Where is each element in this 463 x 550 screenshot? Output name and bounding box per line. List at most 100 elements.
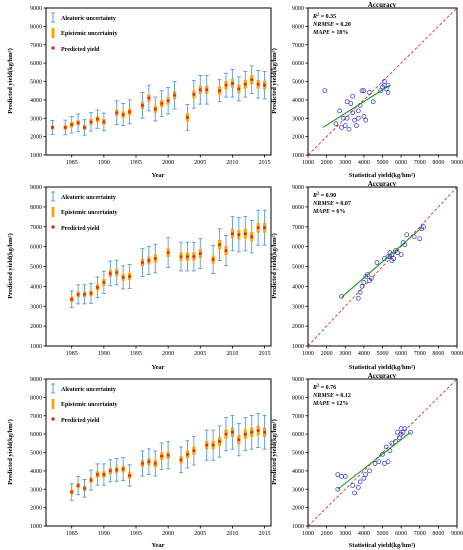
predicted-yield-point	[192, 255, 196, 259]
scatter-point	[367, 90, 372, 95]
x-axis: 1985 1990 1995 2000 2005 2010 2015	[66, 526, 271, 537]
x-tick-label: 2005	[194, 531, 206, 537]
predicted-yield-point	[70, 123, 74, 127]
data-marks	[307, 186, 458, 347]
metric-nrmse: NRMSE = 0.12	[312, 393, 351, 399]
predicted-yield-point	[256, 226, 260, 230]
scatter-point	[348, 101, 354, 106]
y-axis-label: Predicted yield(kg/hm²)	[7, 48, 14, 114]
legend-predicted-label: Predicted yield	[61, 47, 100, 53]
scatter-point	[337, 108, 343, 114]
y-tick-label: 2000	[292, 324, 304, 330]
x-tick-label: 9000	[451, 160, 463, 166]
x-tick-label: 4000	[358, 160, 370, 166]
scatter-point	[404, 232, 410, 238]
predicted-yield-point	[102, 120, 106, 124]
scatter-point	[380, 451, 385, 457]
metric-r2: R2 = 0.35	[312, 12, 336, 21]
x-tick-label: 5000	[377, 160, 389, 166]
metric-r2: R2 = 0.90	[312, 191, 336, 200]
y-tick-label: 6000	[292, 245, 304, 251]
scatter-point	[359, 284, 365, 289]
predicted-yield-point	[76, 292, 80, 296]
x-tick-label: 1990	[98, 351, 110, 357]
legend: Aleatoric uncertainty Epistemic uncertai…	[51, 383, 118, 424]
legend-aleatoric: Aleatoric uncertainty	[51, 191, 116, 202]
legend-predicted: Predicted yield	[51, 417, 100, 424]
data-marks	[307, 7, 458, 156]
y-tick-label: 4000	[30, 469, 42, 475]
scatter-point	[344, 99, 350, 105]
y-tick-label: 9000	[292, 6, 304, 12]
x-tick-label: 3000	[339, 351, 351, 357]
predicted-yield-point	[63, 125, 67, 129]
x-tick-label: 2010	[226, 351, 238, 357]
x-tick-label: 7000	[414, 531, 426, 537]
scatter-point	[372, 461, 378, 466]
y-tick-label: 3000	[30, 304, 42, 310]
legend-epistemic: Epistemic uncertainty	[51, 207, 118, 217]
predicted-yield-point	[243, 232, 247, 236]
predicted-yield-point	[160, 454, 164, 458]
legend-epistemic-marker	[51, 207, 55, 217]
time-series-chart-2: 1000 2000 3000 4000 5000 6000 7000 8000 9000 198…	[7, 185, 272, 371]
x-tick-label: 1990	[98, 531, 110, 537]
y-tick-label: 3000	[30, 487, 42, 493]
predicted-yield-point	[263, 83, 267, 87]
scatter-point	[363, 472, 369, 477]
x-tick-label: 1000	[302, 531, 314, 537]
metric-nrmse: NRMSE = 0.20	[312, 22, 351, 28]
x-tick-label: 2010	[226, 160, 238, 166]
predicted-yield-point	[108, 271, 112, 275]
y-axis: 1000 2000 3000 4000 5000 6000 7000 8000 9000	[30, 377, 46, 530]
scatter-point	[417, 236, 423, 242]
predicted-yield-point	[185, 452, 189, 456]
scatter-point	[322, 88, 328, 94]
y-tick-label: 7000	[292, 43, 304, 49]
legend-predicted-label: Predicted yield	[61, 226, 100, 232]
x-tick-label: 2000	[162, 351, 174, 357]
legend-predicted-marker	[51, 417, 55, 421]
metric-mape: MAPE = 18%	[312, 30, 348, 36]
predicted-yield-point	[192, 449, 196, 453]
x-tick-label: 1000	[302, 160, 314, 166]
predicted-yield-point	[76, 484, 80, 488]
scatter-point	[357, 289, 363, 295]
x-axis-label: Statistical yield(kg/hm²)	[349, 364, 415, 371]
scatter-point	[342, 474, 348, 479]
scatter-point	[421, 224, 426, 230]
predicted-yield-point	[224, 432, 228, 436]
predicted-yield-point	[108, 469, 112, 473]
scatter-point	[355, 485, 361, 490]
predicted-yield-point	[83, 292, 87, 296]
data-marks	[69, 412, 267, 501]
x-axis-label: Statistical yield(kg/hm²)	[349, 542, 415, 549]
predicted-yield-point	[160, 102, 164, 106]
predicted-yield-point	[153, 107, 157, 111]
predicted-yield-point	[153, 257, 157, 261]
y-tick-label: 9000	[30, 6, 42, 12]
scatter-point	[335, 472, 341, 477]
x-axis-label: Year	[152, 542, 165, 549]
scatter-point	[350, 483, 356, 488]
predicted-yield-point	[205, 443, 209, 447]
scatter-point	[339, 293, 344, 299]
metric-mape: MAPE = 12%	[312, 401, 348, 407]
scatter-point	[378, 88, 383, 94]
scatter-point	[359, 88, 365, 94]
predicted-yield-point	[198, 252, 202, 256]
predicted-yield-point	[250, 78, 254, 82]
y-tick-label: 6000	[30, 245, 42, 251]
data-marks	[69, 209, 267, 309]
legend-predicted-marker	[51, 46, 55, 50]
y-tick-label: 2000	[292, 135, 304, 141]
x-tick-label: 2005	[194, 160, 206, 166]
scatter-point	[389, 252, 395, 257]
predicted-yield-point	[147, 259, 151, 263]
y-tick-label: 5000	[30, 265, 42, 271]
x-tick-label: 1985	[66, 160, 78, 166]
legend-epistemic-marker	[51, 399, 55, 409]
y-tick-label: 8000	[30, 24, 42, 30]
predicted-yield-point	[230, 430, 234, 434]
y-tick-label: 5000	[292, 451, 304, 457]
